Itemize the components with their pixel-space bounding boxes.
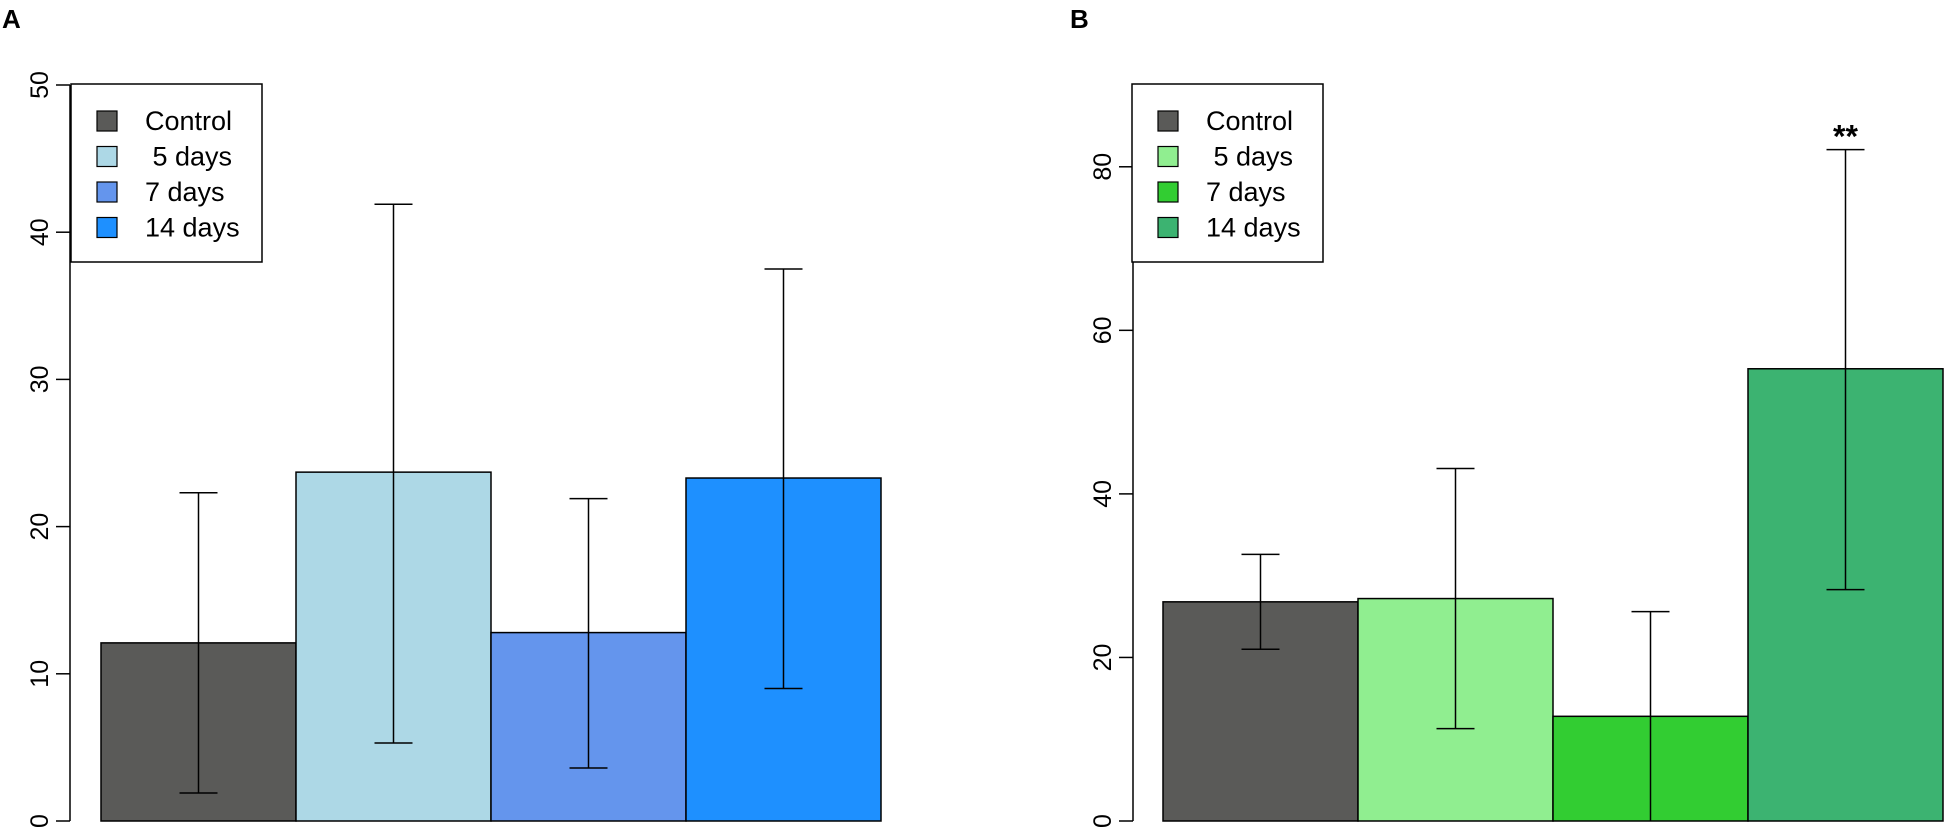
panel-b-legend: Control 5 days 7 days 14 days [1131,83,1324,263]
panel-b-error-bar-3 [1631,610,1670,821]
panel-a-legend-label: 7 days [145,177,225,207]
panel-a-error-bar-1 [179,491,218,794]
panel-a-legend-label: Control [145,106,232,136]
panel-b-y-tick-label: 80 [1089,153,1117,181]
panel-b-legend-label: 14 days [1206,213,1301,243]
panel-a-bars [100,471,882,822]
panel-a-legend: Control 5 days 7 days 14 days [70,83,263,263]
panel-a-legend-swatch [96,216,118,239]
panel-b-annotations: ** [1833,119,1858,155]
panel-a-error-bar-2 [374,203,413,744]
panel-a-y-tick-label: 50 [26,71,54,99]
panel-a-y-tick-label: 20 [26,513,54,541]
panel-b-error-bar-4 [1826,148,1865,591]
panel-b-significance-label: ** [1833,119,1858,155]
panel-b-legend-swatch [1157,110,1179,132]
panel-b-legend-swatch [1157,145,1179,168]
panel-a-y-tick-label: 0 [26,814,54,828]
panel-b-legend-swatch [1157,181,1179,203]
panel-a-error-bar-4 [764,268,803,690]
panel-b-bars [1162,368,1944,822]
panel-a-legend-swatch [96,181,118,203]
panel-b-y-tick-label: 40 [1089,480,1117,508]
panel-b-legend-swatch [1157,216,1179,239]
panel-a-legend-label: 5 days [145,142,232,172]
panel-b-legend-label: Control [1206,106,1293,136]
panel-a-label: A [2,4,21,34]
panel-a: A 0 10 20 30 40 50 Control 5 days 7 days 14 day… [2,4,882,828]
panel-a-y-tick-label: 10 [26,660,54,688]
panel-b-legend-label: 5 days [1206,142,1293,172]
panel-a-y-tick-label: 30 [26,365,54,393]
panel-b-y-tick-label: 20 [1089,644,1117,672]
panel-b-error-bars [1241,148,1865,821]
panel-a-error-bar-3 [569,497,608,769]
panel-a-y-axis: 0 10 20 30 40 50 [26,71,71,828]
panel-b: B 0 20 40 60 80 ** Control 5 days 7 days 14 da… [1070,4,1944,828]
panel-b-y-tick-label: 60 [1089,316,1117,344]
panel-b-error-bar-2 [1436,467,1475,730]
panel-b-legend-label: 7 days [1206,177,1286,207]
panel-b-y-axis: 0 20 40 60 80 [1089,153,1134,828]
panel-a-legend-label: 14 days [145,213,240,243]
panel-a-y-tick-label: 40 [26,218,54,246]
panel-b-error-bar-1 [1241,553,1280,651]
panel-a-legend-swatch [96,145,118,168]
panel-a-legend-swatch [96,110,118,132]
panel-b-y-tick-label: 0 [1089,814,1117,828]
panel-b-label: B [1070,4,1089,34]
panel-a-error-bars [179,203,803,794]
